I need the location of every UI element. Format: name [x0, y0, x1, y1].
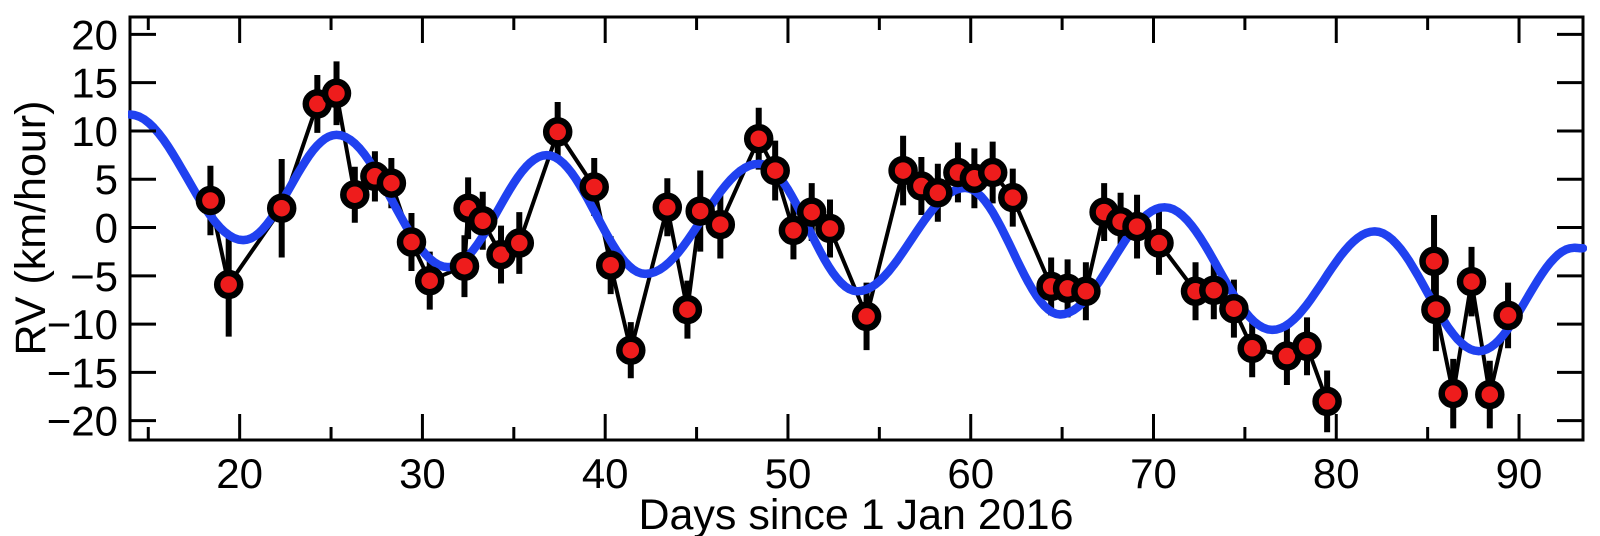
- data-point: [1456, 266, 1487, 297]
- data-point: [1292, 331, 1322, 362]
- data-point: [542, 117, 573, 147]
- plot-frame: [128, 15, 1585, 442]
- data-point: [579, 172, 609, 202]
- data-point: [685, 196, 715, 226]
- x-tick-label: 30: [399, 450, 446, 497]
- data-point: [923, 178, 953, 208]
- model-fit-curve: [128, 110, 1587, 356]
- x-tick-label: 80: [1313, 450, 1360, 497]
- data-point: [616, 335, 646, 365]
- data-point: [743, 123, 774, 154]
- x-tick-label: 40: [582, 450, 629, 497]
- data-point: [1421, 294, 1451, 325]
- y-tick-label: 0: [95, 205, 118, 252]
- data-point: [504, 228, 535, 258]
- x-tick-label: 20: [216, 450, 263, 497]
- data-point: [851, 301, 882, 332]
- data-point: [396, 227, 427, 257]
- y-tick-label: 15: [71, 60, 118, 107]
- data-point: [796, 197, 827, 227]
- data-point: [1475, 379, 1505, 410]
- data-point: [266, 193, 297, 223]
- data-point: [595, 250, 626, 280]
- data-point: [888, 155, 918, 186]
- data-point: [340, 179, 370, 210]
- data-point: [414, 265, 445, 296]
- data-point: [760, 155, 790, 186]
- data-point: [195, 185, 226, 216]
- data-point: [1438, 378, 1468, 409]
- data-point: [1419, 246, 1449, 277]
- data-point: [376, 168, 407, 198]
- data-point: [1312, 386, 1342, 417]
- x-tick-label: 70: [1130, 450, 1177, 497]
- data-point: [977, 157, 1008, 188]
- y-tick-label: −15: [47, 349, 118, 396]
- plot-border: [128, 15, 1585, 442]
- y-tick-label: −10: [47, 301, 118, 348]
- data-point: [705, 209, 736, 240]
- data-point: [1493, 300, 1523, 331]
- axis-ticks: [130, 17, 1583, 440]
- x-axis-title: Days since 1 Jan 2016: [638, 491, 1073, 536]
- data-point: [815, 213, 845, 244]
- data-point: [652, 192, 683, 223]
- data-point: [213, 269, 244, 300]
- data-point: [449, 251, 480, 281]
- x-tick-label: 90: [1496, 450, 1543, 497]
- data-point: [1199, 275, 1229, 306]
- y-tick-label: 5: [95, 156, 118, 203]
- data-points-layer: [195, 78, 1523, 417]
- y-tick-label: 20: [71, 11, 118, 58]
- data-point: [998, 182, 1028, 213]
- data-point: [1071, 276, 1101, 307]
- y-tick-label: 10: [71, 108, 118, 155]
- x-tick-label: 60: [947, 450, 994, 497]
- data-point: [1122, 211, 1152, 242]
- data-point: [467, 206, 498, 236]
- data-point: [672, 294, 703, 325]
- data-point: [1219, 293, 1249, 324]
- y-tick-label: −20: [47, 398, 118, 445]
- data-layer: [128, 61, 1587, 433]
- data-point: [1237, 333, 1267, 364]
- x-tick-label: 50: [765, 450, 812, 497]
- data-point: [778, 215, 809, 246]
- data-point: [321, 78, 352, 109]
- data-point: [1144, 228, 1174, 258]
- y-axis-title: RV (km/hour): [7, 101, 55, 356]
- y-tick-label: −5: [70, 253, 118, 300]
